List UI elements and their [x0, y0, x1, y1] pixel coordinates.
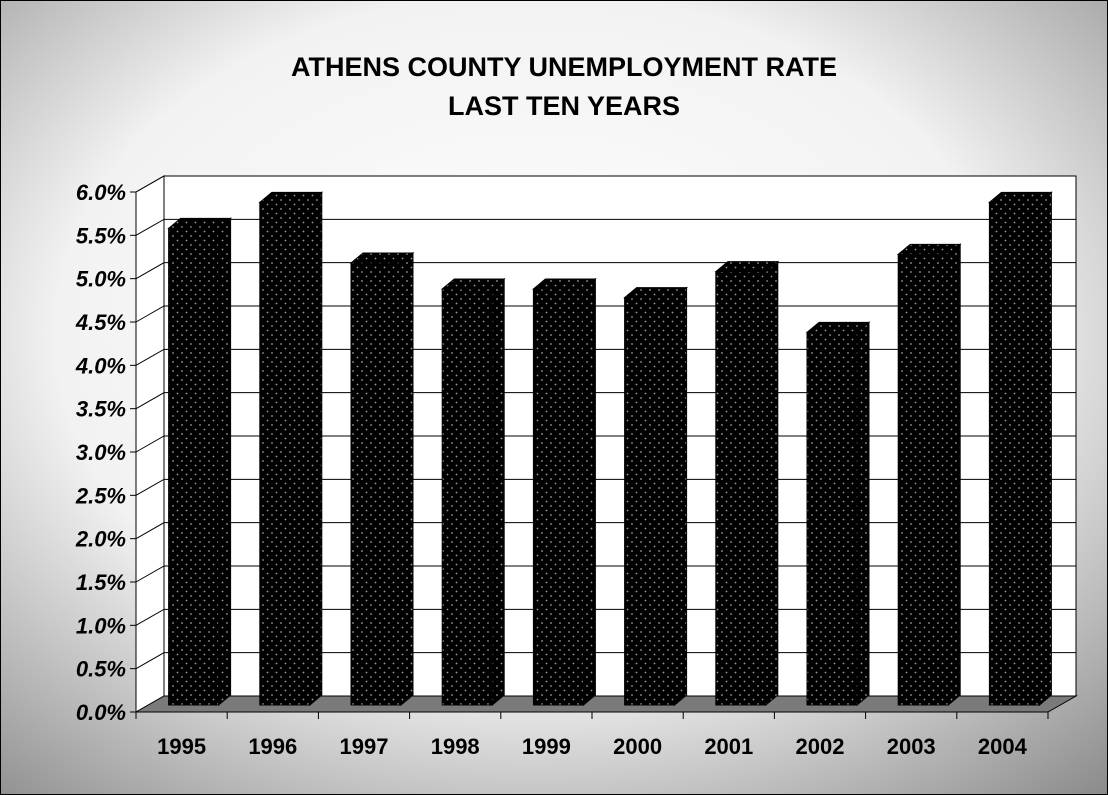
bar-front: [350, 262, 402, 706]
y-tick-label: 2.5%: [75, 483, 126, 508]
bar-side: [491, 277, 505, 707]
bar-side: [1038, 191, 1052, 707]
bar-front: [988, 201, 1040, 706]
bar-side: [309, 191, 323, 707]
bar-front: [806, 331, 858, 706]
y-axis: 0.0% 0.5% 1.0% 1.5% 2.0% 2.5% 3.0% 3.5% 4.0% 4.5%…: [75, 180, 137, 725]
bar-side: [674, 286, 688, 707]
bar-front: [441, 288, 493, 706]
x-tick-label: 1998: [431, 734, 480, 759]
x-tick-label: 1996: [248, 734, 297, 759]
bar: [258, 191, 324, 707]
bars: [167, 191, 1053, 707]
chart-title-line-2: LAST TEN YEARS: [448, 91, 680, 121]
y-tick-label: 1.5%: [76, 570, 126, 595]
bar: [167, 217, 232, 707]
bar: [805, 321, 871, 707]
y-tick-label: 5.5%: [76, 223, 126, 248]
bar-side: [582, 277, 596, 707]
x-tick-label: 1995: [157, 734, 206, 759]
y-tick-label: 6.0%: [76, 180, 126, 205]
x-tick-label: 1997: [340, 734, 389, 759]
bar: [349, 251, 415, 707]
chart-title: ATHENS COUNTY UNEMPLOYMENT RATE LAST TEN…: [291, 52, 837, 121]
x-tick-label: 2000: [613, 734, 662, 759]
y-tick-label: 4.0%: [75, 353, 126, 378]
bar-front: [259, 201, 311, 706]
bar-front: [715, 271, 767, 706]
bar: [714, 260, 780, 707]
bar: [440, 277, 506, 707]
bar-front: [897, 253, 949, 706]
y-tick-label: 3.0%: [76, 440, 126, 465]
x-tick-label: 1999: [522, 734, 571, 759]
x-tick-label: 2003: [887, 734, 936, 759]
y-tick-label: 3.5%: [76, 397, 126, 422]
x-tick-label: 2001: [704, 734, 753, 759]
bar-side: [218, 217, 232, 707]
bar-front: [532, 288, 584, 706]
y-tick-label: 4.5%: [75, 310, 126, 335]
x-tick-label: 2004: [978, 734, 1028, 759]
x-axis: 1995 1996 1997 1998 1999 2000 2001 2002 2003 2004: [135, 711, 1049, 759]
gridline: [135, 175, 1076, 193]
bar-side: [947, 243, 961, 707]
y-tick-label: 1.0%: [76, 613, 126, 638]
chart-title-line-1: ATHENS COUNTY UNEMPLOYMENT RATE: [291, 52, 837, 82]
bar: [896, 243, 962, 707]
bar: [988, 191, 1053, 707]
y-tick-label: 5.0%: [76, 267, 126, 292]
bar-side: [856, 321, 870, 707]
bar-front: [624, 297, 676, 706]
y-tick-label: 2.0%: [75, 527, 126, 552]
y-tick-label: 0.5%: [76, 657, 126, 682]
bar: [623, 286, 688, 707]
bar-front: [168, 227, 220, 706]
y-tick-label: 0.0%: [76, 700, 126, 725]
gridline: [135, 218, 1076, 236]
bar: [532, 277, 597, 707]
bar-side: [400, 251, 414, 707]
x-tick-label: 2002: [796, 734, 845, 759]
bar-side: [765, 260, 779, 707]
